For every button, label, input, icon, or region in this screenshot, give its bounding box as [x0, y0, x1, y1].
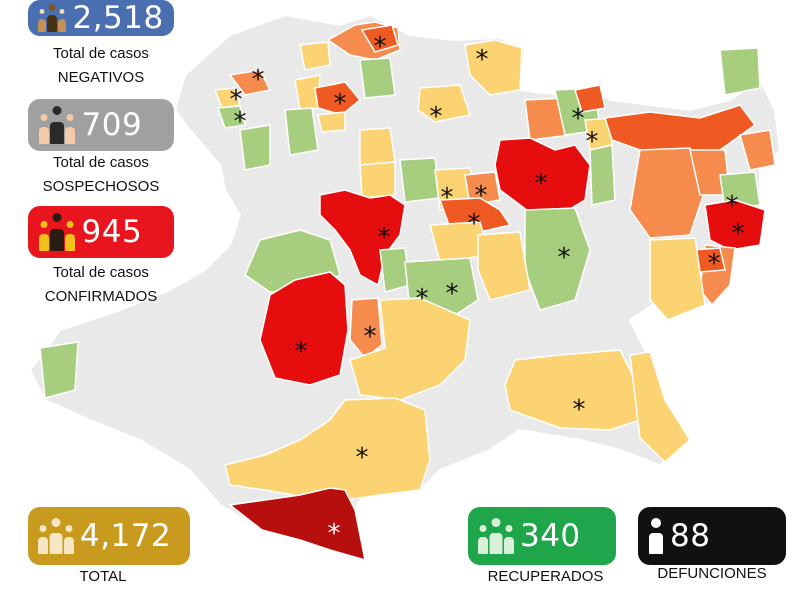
defunciones-caption: DEFUNCIONES — [657, 565, 767, 582]
region-yellow — [359, 127, 396, 166]
region-yellow — [477, 231, 531, 301]
asterisk-marker: * — [573, 395, 586, 425]
confirmados-caption: Total de casos CONFIRMADOS — [20, 261, 182, 309]
person-icon — [648, 518, 664, 554]
asterisk-marker: * — [572, 104, 585, 134]
region-red — [704, 199, 766, 251]
region-yellow — [213, 87, 241, 109]
region-orange — [629, 147, 706, 239]
region-green — [284, 107, 319, 156]
region-darkorange — [604, 104, 757, 156]
negativos-value: 2,518 — [72, 0, 164, 36]
asterisk-marker: * — [230, 85, 243, 115]
region-green — [359, 57, 396, 99]
region-red — [259, 271, 349, 386]
asterisk-marker: * — [374, 32, 387, 62]
region-green — [589, 144, 616, 206]
region-green — [719, 47, 761, 96]
confirmados-caption-line1: Total de casos — [53, 264, 149, 281]
asterisk-marker: * — [328, 519, 341, 549]
asterisk-marker: * — [475, 181, 488, 211]
recuperados-value: 340 — [519, 518, 581, 554]
sospechosos-value: 709 — [81, 107, 143, 143]
people-group-icon — [38, 106, 76, 144]
region-darkorange — [360, 24, 399, 53]
total-value: 4,172 — [79, 518, 172, 554]
people-group-icon — [38, 518, 74, 554]
region-green — [399, 157, 441, 203]
sospechosos-badge: 709 — [28, 99, 174, 151]
confirmados-caption-line2: CONFIRMADOS — [44, 288, 158, 305]
highlight-markers: * ***** * **** ******** ****** — [230, 32, 745, 549]
negativos-badge: 2,518 — [28, 0, 174, 36]
recuperados-badge: 340 — [468, 507, 616, 565]
asterisk-marker: * — [708, 249, 721, 279]
asterisk-marker: * — [295, 337, 308, 367]
region-yellow — [464, 39, 523, 96]
asterisk-marker: * — [586, 127, 599, 157]
negativos-caption-line2: NEGATIVOS — [57, 69, 145, 86]
negativos-caption-line1: Total de casos — [53, 45, 149, 62]
region-darkorange — [574, 84, 606, 113]
asterisk-marker: * — [558, 243, 571, 273]
sospechosos-caption-line2: SOSPECHOSOS — [42, 178, 160, 195]
region-orange — [464, 171, 501, 206]
municipality-regions — [39, 21, 776, 562]
people-group-icon — [38, 3, 67, 33]
asterisk-marker: * — [468, 209, 481, 239]
asterisk-marker: * — [732, 219, 745, 249]
negativos-caption: Total de casos NEGATIVOS — [20, 42, 182, 90]
region-orange — [739, 129, 776, 171]
region-yellow — [649, 237, 706, 321]
sospechosos-caption: Total de casos SOSPECHOSOS — [20, 151, 182, 199]
people-group-icon — [38, 213, 76, 251]
region-green — [39, 341, 79, 399]
region-darkred — [228, 487, 366, 562]
people-group-icon — [478, 518, 514, 554]
asterisk-marker: * — [378, 223, 391, 253]
region-yellow — [504, 349, 641, 431]
region-yellow — [417, 84, 471, 123]
asterisk-marker: * — [476, 45, 489, 75]
region-yellow — [629, 351, 691, 464]
region-yellow — [299, 41, 331, 71]
asterisk-marker: * — [446, 279, 459, 309]
region-yellow — [359, 161, 396, 199]
asterisk-marker: * — [441, 183, 454, 213]
asterisk-marker: * — [364, 322, 377, 352]
asterisk-marker: * — [252, 65, 265, 95]
confirmados-value: 945 — [81, 214, 143, 250]
asterisk-marker: * — [416, 284, 429, 314]
sospechosos-caption-line1: Total de casos — [53, 154, 149, 171]
region-yellow — [317, 111, 346, 133]
region-green — [239, 124, 271, 171]
asterisk-marker: * — [535, 169, 548, 199]
region-darkorange — [314, 81, 362, 116]
asterisk-marker: * — [726, 191, 739, 221]
defunciones-value: 88 — [670, 518, 711, 554]
defunciones-badge: 88 — [638, 507, 786, 565]
confirmados-badge: 945 — [28, 206, 174, 258]
region-yellow — [349, 297, 471, 401]
asterisk-marker: * — [356, 443, 369, 473]
asterisk-marker: * — [334, 89, 347, 119]
region-orange — [228, 69, 272, 96]
total-caption: TOTAL — [79, 568, 127, 585]
asterisk-marker: * — [430, 102, 443, 132]
total-badge: 4,172 — [28, 507, 190, 565]
recuperados-caption: RECUPERADOS — [487, 568, 604, 585]
region-green — [216, 105, 246, 129]
asterisk-marker: * — [234, 107, 247, 137]
